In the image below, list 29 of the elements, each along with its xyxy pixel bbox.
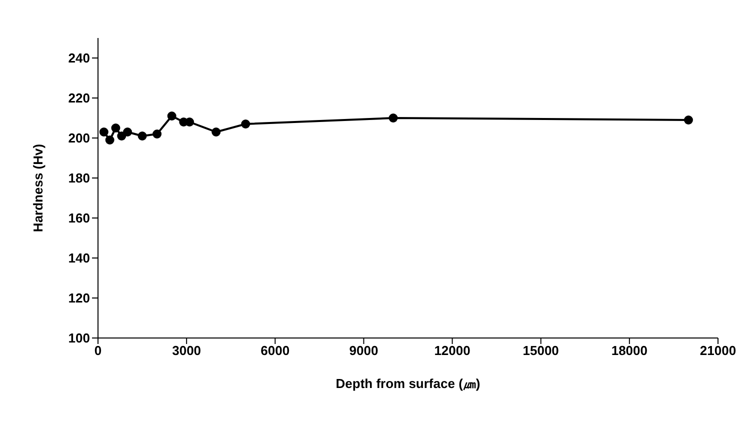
point [241, 120, 250, 128]
y-tick-label: 240 [68, 50, 90, 66]
point [684, 116, 693, 124]
x-tick-label: 21000 [700, 343, 736, 358]
point [212, 128, 221, 136]
point [99, 128, 108, 136]
x-tick-label: 6000 [260, 343, 290, 358]
point [105, 136, 114, 144]
y-tick-label: 100 [68, 330, 90, 346]
point [138, 132, 147, 140]
x-tick-label: 18000 [611, 343, 648, 358]
point [111, 124, 120, 132]
x-axis-title: Depth from surface (㎛) [336, 376, 480, 391]
y-tick-label: 140 [68, 250, 90, 266]
x-tick-label: 0 [94, 343, 102, 358]
y-axis-title: Hardness (Hv) [30, 144, 46, 232]
y-tick-label: 160 [68, 210, 90, 226]
y-tick-label: 180 [68, 170, 90, 186]
point [167, 112, 176, 120]
point [152, 130, 162, 138]
y-tick-label: 120 [68, 290, 90, 306]
x-tick-label: 3000 [172, 343, 202, 358]
x-tick-label: 9000 [349, 343, 378, 358]
x-tick-label: 12000 [434, 343, 470, 358]
y-tick-label: 200 [68, 130, 90, 146]
point [123, 128, 132, 136]
point [388, 114, 398, 122]
y-tick-label: 220 [68, 90, 90, 106]
x-tick-label: 15000 [522, 343, 559, 358]
